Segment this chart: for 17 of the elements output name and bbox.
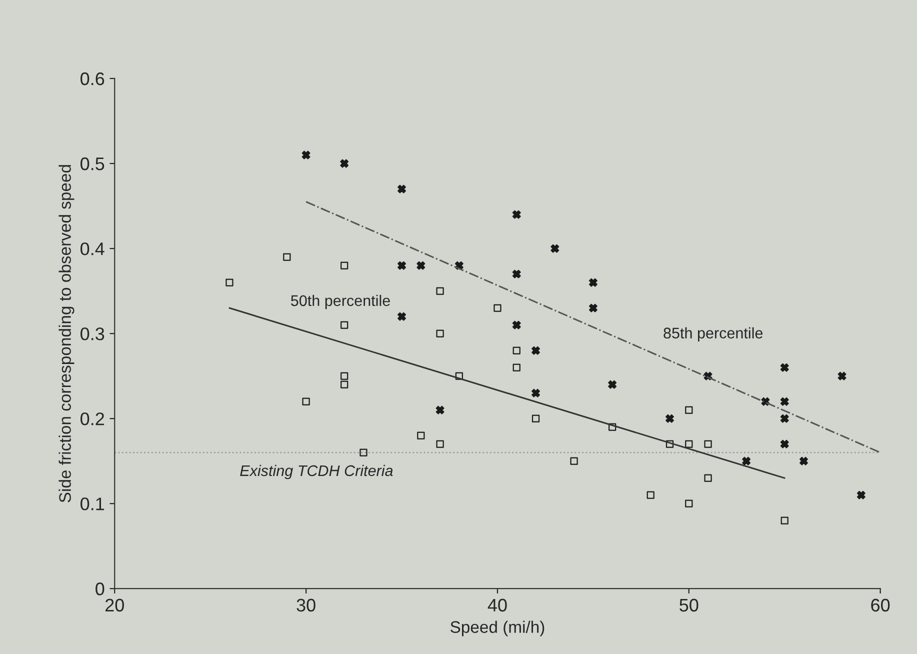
x-tick-label: 50 (680, 598, 698, 612)
ref-line-label: Existing TCDH Criteria (240, 464, 393, 480)
x-axis-title: Speed (mi/h) (450, 620, 544, 636)
y-tick-label: 0.5 (80, 157, 104, 170)
y-tick-label: 0.2 (80, 412, 104, 426)
series-label: 50th percentile (291, 294, 390, 310)
y-tick-label: 0 (96, 582, 104, 596)
y-axis-title: Side friction corresponding to observed speed (58, 165, 74, 502)
x-tick-label: 20 (105, 598, 124, 612)
y-tick-label: 0.4 (80, 242, 104, 256)
y-tick-label: 0.1 (80, 498, 104, 510)
x-tick-label: 60 (871, 598, 890, 612)
x-tick-label: 30 (296, 598, 316, 612)
y-tick-label: 0.6 (80, 72, 104, 86)
y-tick-label: 0.3 (80, 327, 104, 340)
series-label: 85th percentile (664, 327, 763, 342)
x-tick-label: 40 (488, 598, 507, 612)
